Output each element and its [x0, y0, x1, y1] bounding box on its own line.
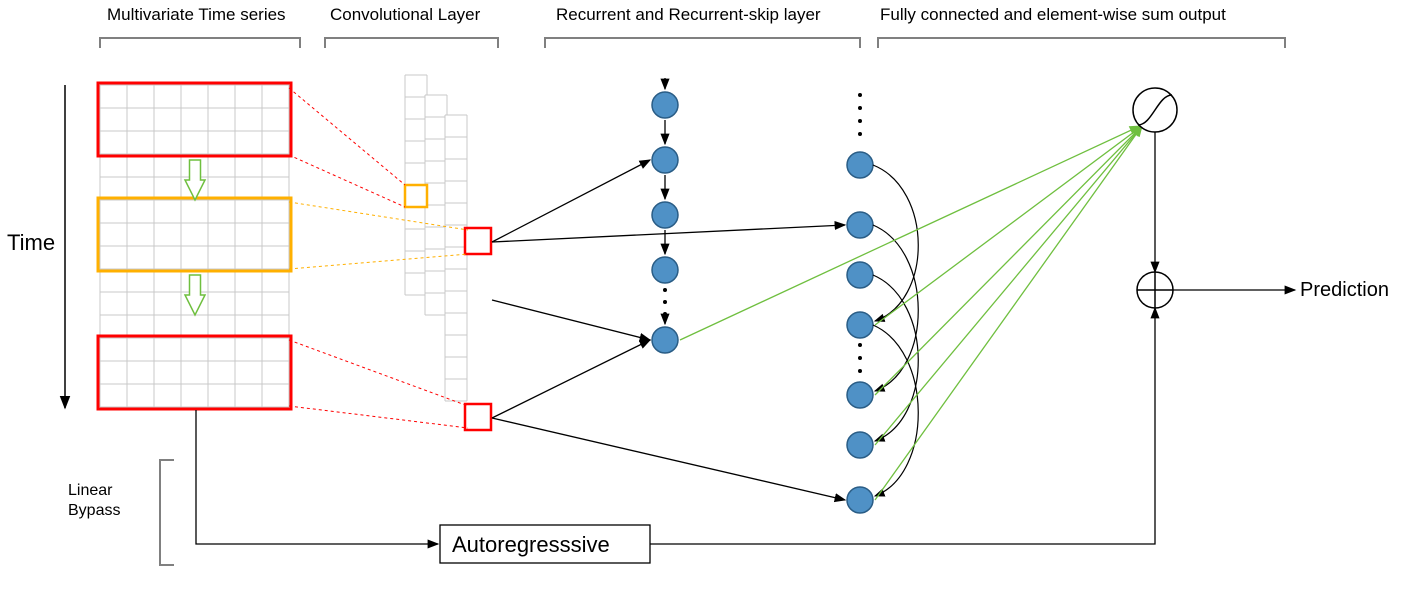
skip-node-5 [847, 432, 873, 458]
skip-node-3 [847, 312, 873, 338]
time-series-grid [100, 85, 289, 407]
skip-node-2 [847, 262, 873, 288]
skip-node-4 [847, 382, 873, 408]
section-bracket [325, 38, 498, 48]
rnn-node-4 [652, 327, 678, 353]
rnn-node-2 [652, 202, 678, 228]
green-line-left [680, 126, 1140, 340]
diagram: Multivariate Time series Convolutional La… [0, 0, 1405, 611]
conv-highlight-box-2 [465, 404, 491, 430]
conv-to-rnn-arrow-0 [492, 160, 650, 242]
green-line-right-1 [875, 126, 1142, 395]
conv-to-rnn-arrow-2 [492, 300, 650, 340]
green-line-right-2 [875, 126, 1142, 445]
perspective-line-5 [289, 406, 468, 428]
label-section-4: Fully connected and element-wise sum out… [880, 5, 1226, 24]
rnn-node-3 [652, 257, 678, 283]
label-autoreg: Autoregresssive [452, 532, 610, 557]
green-line-right-3 [875, 126, 1142, 500]
label-bypass: Bypass [68, 502, 120, 519]
grid-down-arrow-1 [185, 275, 205, 315]
section-bracket [878, 38, 1285, 48]
label-section-2: Convolutional Layer [330, 5, 481, 24]
section-bracket [545, 38, 860, 48]
conv-highlight-box-0 [405, 185, 427, 207]
perspective-line-1 [289, 155, 405, 207]
skip-node-1 [847, 212, 873, 238]
perspective-line-0 [289, 88, 405, 185]
rnn-node-1 [652, 147, 678, 173]
section-bracket [100, 38, 300, 48]
label-time: Time [7, 230, 55, 255]
label-linear: Linear [68, 482, 113, 499]
grid-to-autoreg [196, 410, 438, 544]
perspective-line-4 [289, 340, 468, 406]
linear-bracket [160, 460, 174, 565]
skip-node-0 [847, 152, 873, 178]
grid-down-arrow-0 [185, 160, 205, 200]
label-prediction: Prediction [1300, 279, 1389, 301]
label-section-3: Recurrent and Recurrent-skip layer [556, 5, 821, 24]
skip-node-6 [847, 487, 873, 513]
conv-highlight-box-1 [465, 228, 491, 254]
green-line-right-0 [875, 126, 1142, 325]
rnn-node-0 [652, 92, 678, 118]
conv-to-rnn-arrow-4 [492, 418, 845, 500]
label-section-1: Multivariate Time series [107, 5, 286, 24]
autoreg-to-sum [650, 308, 1155, 544]
conv-to-rnn-arrow-3 [492, 340, 650, 418]
